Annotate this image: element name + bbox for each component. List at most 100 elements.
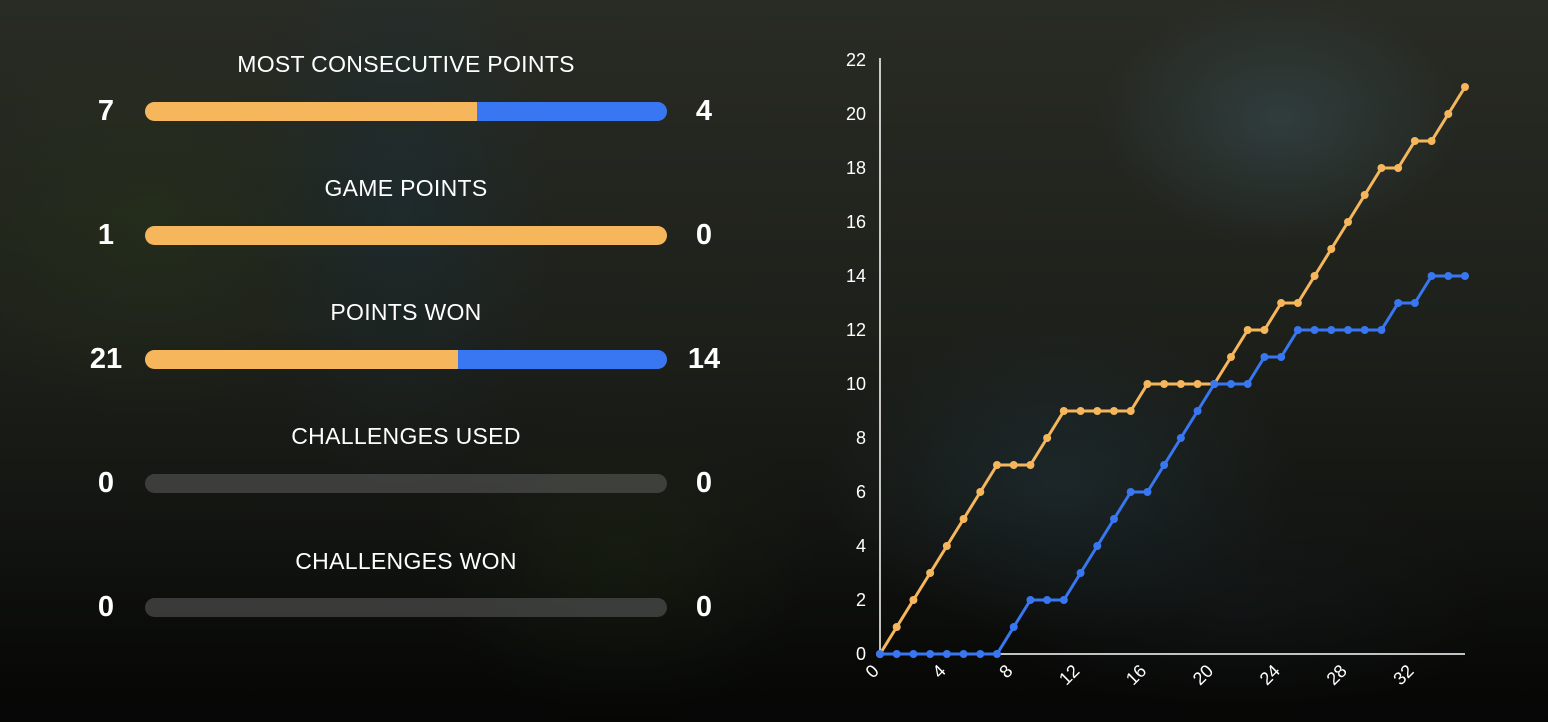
- stat-title-challenges-won: CHALLENGES WON: [295, 548, 517, 574]
- series-2-point: [1210, 380, 1219, 388]
- y-tick-label: 12: [846, 320, 866, 340]
- x-tick-label: 24: [1256, 661, 1284, 689]
- series-2-point: [1310, 326, 1319, 334]
- series-1-point: [1043, 434, 1052, 442]
- series-1-point: [1193, 380, 1202, 388]
- series-2-point: [959, 650, 968, 658]
- series-1-point: [1277, 299, 1286, 307]
- series-1-point: [1243, 326, 1252, 334]
- stat-right-value-consecutive: 4: [695, 95, 713, 127]
- y-tick-label: 8: [856, 428, 866, 448]
- series-2-point: [1043, 596, 1052, 604]
- series-2-point: [1293, 326, 1302, 334]
- stats-panel: MOST CONSECUTIVE POINTS 7 4 GAME POINTS …: [89, 51, 721, 623]
- stat-left-value-game-points: 1: [97, 219, 115, 251]
- x-tick-label: 4: [928, 661, 949, 682]
- series-2-point: [942, 650, 951, 658]
- series-1-point: [1327, 245, 1336, 253]
- stat-left-value-points-won: 21: [89, 343, 123, 375]
- series-2-point: [1126, 488, 1135, 496]
- series-2-point: [909, 650, 918, 658]
- x-tick-label: 16: [1122, 661, 1150, 689]
- x-tick-label: 12: [1055, 661, 1083, 689]
- bar-fill-player-b: [458, 350, 667, 369]
- series-2-point: [1260, 353, 1269, 361]
- series-1-point: [1444, 110, 1453, 118]
- series-2-point: [1110, 515, 1118, 523]
- bar-fill-player-a: [145, 102, 478, 121]
- series-2-point: [1360, 326, 1369, 334]
- series-1-point: [1009, 461, 1018, 469]
- series-1-point: [1310, 272, 1319, 280]
- series-line-2: [880, 274, 1465, 656]
- series-2-point: [1026, 596, 1035, 604]
- stat-bar-consecutive: [145, 102, 667, 121]
- x-tick-label: 20: [1189, 661, 1217, 689]
- series-2-point: [892, 650, 901, 658]
- series-2-point: [1243, 380, 1252, 388]
- y-tick-label: 2: [856, 590, 866, 610]
- series-1-point: [1093, 407, 1102, 415]
- series-1-point: [1260, 326, 1269, 334]
- x-tick-label: 8: [995, 661, 1016, 682]
- series-2-point: [1176, 434, 1185, 442]
- series-1-point: [1126, 407, 1135, 415]
- bar-fill-player-b: [477, 102, 667, 121]
- stat-left-value-challenges-used: 0: [97, 467, 115, 499]
- stat-bar-challenges-won: [145, 598, 667, 617]
- series-2-point: [926, 650, 935, 658]
- series-1-point: [942, 542, 951, 550]
- series-1-point: [1410, 137, 1419, 145]
- series-2-point: [976, 650, 985, 658]
- stat-right-value-points-won: 14: [687, 343, 721, 375]
- series-1-point: [909, 596, 918, 604]
- series-2-point: [1327, 326, 1336, 334]
- series-1-point: [1026, 461, 1035, 469]
- series-2-point: [1394, 299, 1403, 307]
- stat-right-value-challenges-won: 0: [695, 591, 713, 623]
- series-2-point: [1227, 380, 1235, 388]
- series-2-point: [1076, 569, 1085, 577]
- y-tick-label: 10: [846, 374, 866, 394]
- series-1-point: [1344, 218, 1352, 226]
- series-1-point: [1461, 83, 1469, 91]
- series-line-1: [878, 86, 1467, 655]
- x-tick-label: 0: [862, 661, 883, 682]
- series-1-point: [1059, 407, 1068, 415]
- y-tick-label: 18: [846, 158, 866, 178]
- series-1-point: [1360, 191, 1369, 199]
- series-2-point: [1344, 326, 1352, 334]
- series-1-point: [976, 488, 985, 496]
- series-1-point: [1110, 407, 1118, 415]
- series-2-point: [1461, 272, 1469, 280]
- series-2-point: [1143, 488, 1152, 496]
- bar-fill-player-a: [145, 350, 459, 369]
- stat-title-challenges-used: CHALLENGES USED: [291, 423, 521, 449]
- series-1-point: [926, 569, 935, 577]
- stat-right-value-challenges-used: 0: [695, 467, 713, 499]
- stat-bar-points-won: [145, 350, 667, 369]
- series-2-point: [1160, 461, 1169, 469]
- stat-title-consecutive: MOST CONSECUTIVE POINTS: [237, 51, 575, 77]
- series-1-point: [1160, 380, 1169, 388]
- series-2-point: [1410, 299, 1419, 307]
- y-tick-label: 14: [846, 266, 866, 286]
- y-tick-label: 16: [846, 212, 866, 232]
- stat-bar-game-points: [145, 226, 667, 245]
- series-1-point: [993, 461, 1001, 469]
- series-2-point: [876, 650, 884, 658]
- series-1-point: [1076, 407, 1085, 415]
- series-2-point: [1277, 353, 1286, 361]
- series-2-point: [1059, 596, 1068, 604]
- series-1-point: [1143, 380, 1152, 388]
- stat-bar-challenges-used: [145, 474, 667, 493]
- bar-fill-player-a: [145, 226, 667, 245]
- x-tick-label: 28: [1323, 661, 1351, 689]
- stat-left-value-consecutive: 7: [97, 95, 115, 127]
- series-1-point: [1427, 137, 1436, 145]
- series-1-point: [1394, 164, 1403, 172]
- stat-title-game-points: GAME POINTS: [324, 175, 488, 201]
- series-1-point: [959, 515, 968, 523]
- series-2-point: [1093, 542, 1102, 550]
